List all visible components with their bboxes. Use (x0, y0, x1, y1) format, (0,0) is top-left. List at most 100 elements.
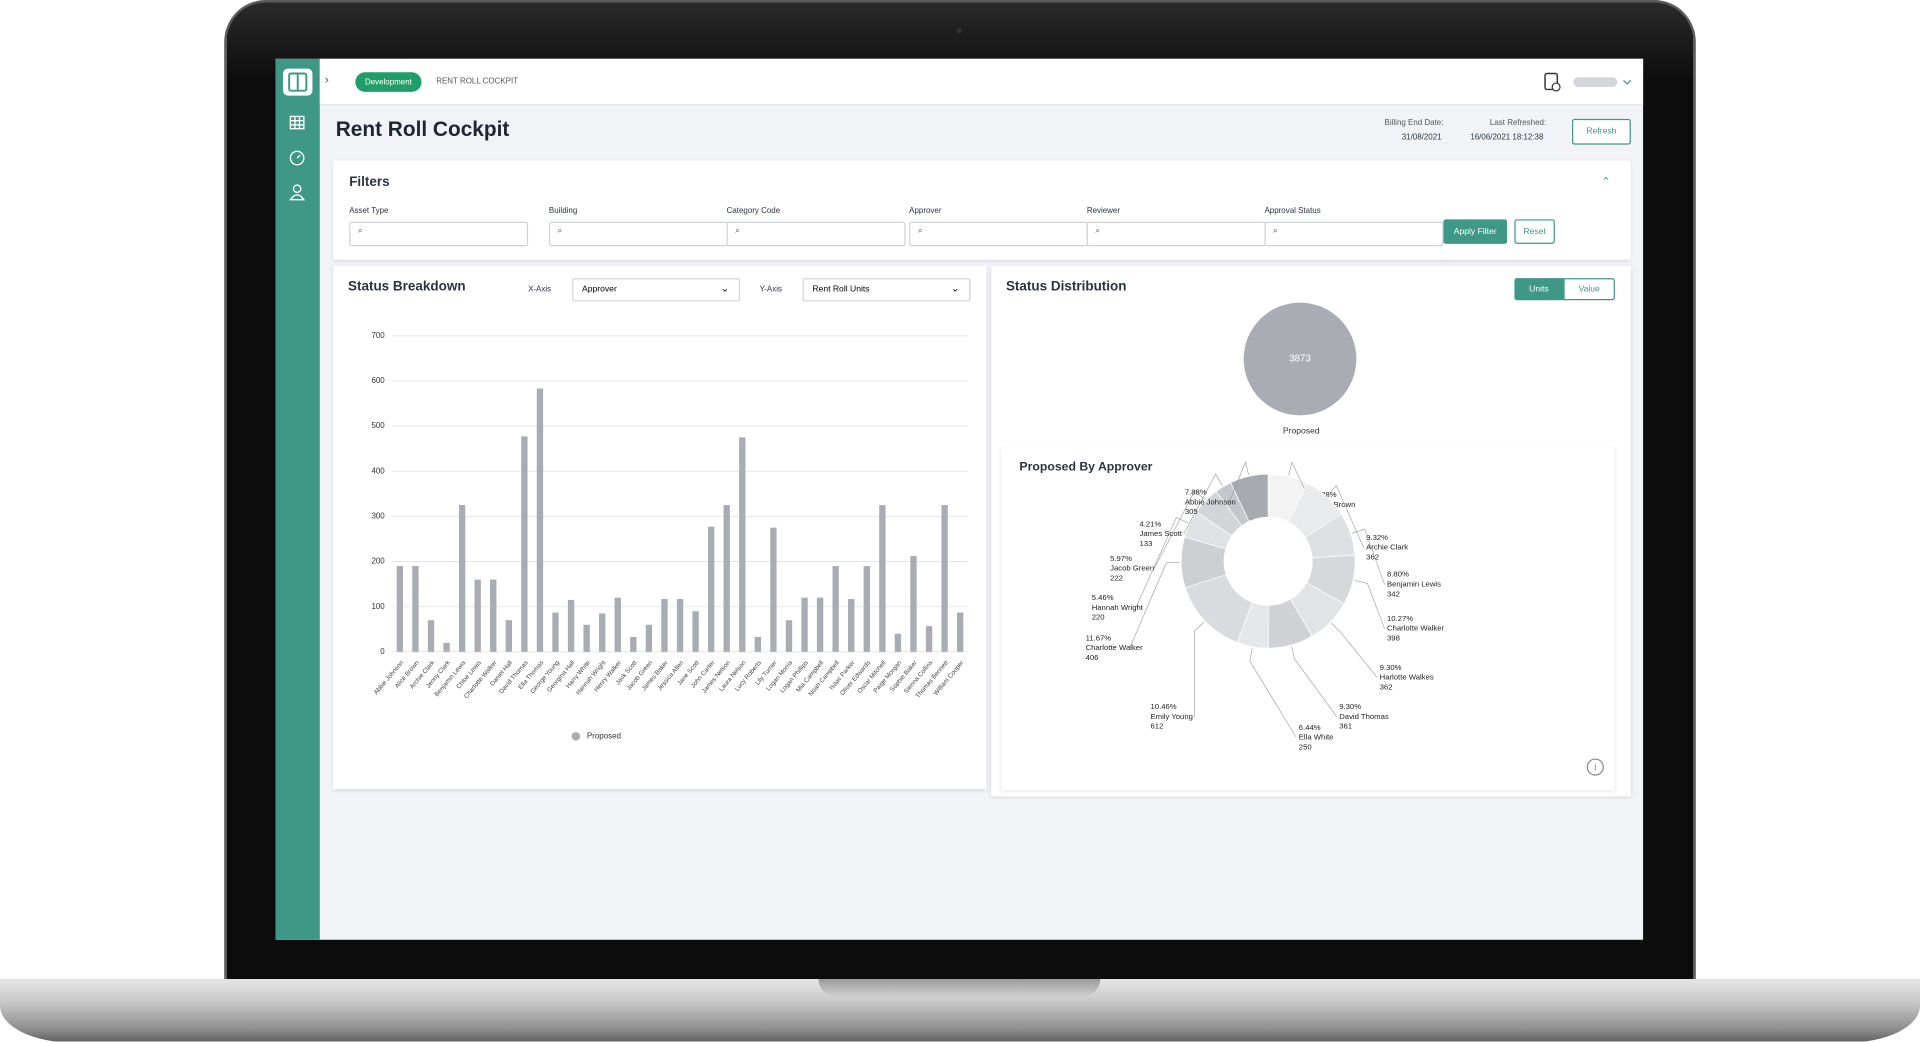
y-axis-select[interactable]: Rent Roll Units ⌄ (802, 278, 971, 302)
slice-value: 222 (1110, 573, 1123, 582)
slice-name: Harlotte Walkes (1380, 673, 1434, 682)
breadcrumb-tag[interactable]: Development (355, 72, 422, 92)
filter-input[interactable] (548, 221, 728, 247)
expand-arrow[interactable]: › (324, 73, 329, 87)
filter-label: Asset Type (349, 207, 389, 216)
bar (396, 566, 404, 652)
x-axis-select[interactable]: Approver ⌄ (572, 278, 741, 302)
user-icon[interactable] (289, 184, 306, 201)
legend-label: Proposed (587, 731, 621, 740)
slice-name: Jacob Green (1110, 564, 1154, 573)
bar (552, 612, 559, 652)
slice-percent: 11.67% (1086, 633, 1112, 642)
slice-value: 250 (1299, 742, 1312, 751)
bar (848, 599, 855, 652)
leader-line (1351, 528, 1385, 585)
filter-label: Building (548, 207, 578, 216)
bar (599, 613, 606, 652)
bar (785, 620, 793, 652)
slice-name: Charlotte Walker (1086, 643, 1144, 652)
slice-value: 362 (1380, 682, 1393, 691)
apply-filter-button[interactable]: Apply Filter (1443, 219, 1508, 244)
units-toggle[interactable]: Units (1514, 278, 1564, 301)
status-breakdown-card (333, 265, 987, 790)
slice-name: Abbie Johnson (1185, 497, 1236, 506)
bar (879, 505, 886, 652)
slice-name: James Scott (1140, 529, 1183, 538)
slice-value: 133 (1140, 539, 1153, 548)
bar (614, 597, 621, 652)
leader-line (1183, 473, 1223, 535)
filter-input[interactable] (1264, 221, 1444, 247)
top-right-tools (1544, 72, 1632, 92)
slice-percent: 6.44% (1299, 723, 1321, 732)
user-menu-arrow[interactable] (1623, 79, 1632, 85)
bar (645, 624, 653, 652)
y-tick-label: 0 (380, 647, 385, 656)
bar (505, 620, 513, 652)
leader-line (1194, 621, 1205, 717)
filter-input[interactable] (349, 221, 529, 247)
select-arrow: ⌄ (951, 283, 960, 295)
slice-value: 361 (1339, 722, 1352, 731)
search-icon: ⌕ (1095, 226, 1101, 236)
bar (816, 597, 824, 652)
slice-name: David Thomas (1339, 712, 1389, 721)
x-axis-label: X-Axis (528, 285, 552, 295)
slice-name: Hannah Wright (1092, 603, 1144, 612)
y-tick-label: 400 (371, 466, 385, 475)
filters-title: Filters (349, 175, 390, 190)
filter-label: Category Code (726, 207, 781, 216)
grid-icon[interactable] (289, 115, 305, 130)
filter-label: Approver (909, 207, 942, 216)
pie-slice (1243, 302, 1357, 416)
bar (443, 642, 450, 652)
slice-name: Archie Clark (1366, 543, 1408, 552)
gauge-icon[interactable] (289, 150, 305, 166)
bar (956, 612, 964, 652)
slice-percent: 4.21% (1140, 519, 1162, 528)
filter-input[interactable] (909, 221, 1089, 247)
report-icon[interactable] (1544, 72, 1559, 91)
x-axis-value: Approver (582, 285, 617, 295)
camera (956, 28, 962, 34)
filter-input[interactable] (1086, 221, 1266, 247)
bar (630, 636, 637, 652)
status-distribution-title: Status Distribution (1005, 279, 1127, 295)
bar (490, 579, 497, 652)
legend-swatch (571, 732, 581, 741)
info-icon[interactable]: i (1586, 758, 1604, 776)
leader-line (1129, 562, 1180, 649)
billing-label: Billing End Date: (1384, 118, 1444, 128)
slice-name: Alice Brown (1315, 500, 1356, 509)
filter-label: Approval Status (1264, 207, 1321, 216)
y-tick-label: 600 (371, 376, 385, 385)
user-pill[interactable] (1573, 77, 1618, 87)
leader-line (1327, 485, 1365, 548)
bar (661, 599, 668, 652)
slice-percent: 5.46% (1092, 593, 1114, 602)
slice-name: Ella White (1299, 733, 1334, 742)
slice-value: 305 (1185, 507, 1198, 516)
value-toggle[interactable]: Value (1563, 278, 1615, 301)
bar (567, 599, 575, 652)
bar (739, 437, 746, 652)
sidebar (275, 58, 320, 940)
report-icon-badge (1551, 82, 1561, 92)
slice-percent: 9.30% (1339, 702, 1361, 711)
refresh-button[interactable]: Refresh (1572, 118, 1631, 145)
leader-line (1153, 490, 1205, 569)
slice-value: 362 (1366, 553, 1379, 562)
slice-percent: 9.32% (1366, 533, 1388, 542)
y-tick-label: 500 (371, 421, 385, 430)
bar (770, 527, 777, 652)
bar (676, 599, 684, 652)
status-breakdown-title: Status Breakdown (347, 279, 466, 295)
select-arrow: ⌄ (720, 283, 730, 295)
reset-button[interactable]: Reset (1514, 219, 1555, 244)
collapse-toggle[interactable]: ⌃ (1601, 175, 1611, 188)
bar (536, 388, 544, 652)
filter-input[interactable] (726, 221, 906, 247)
slice-percent: 7.88% (1185, 488, 1207, 497)
